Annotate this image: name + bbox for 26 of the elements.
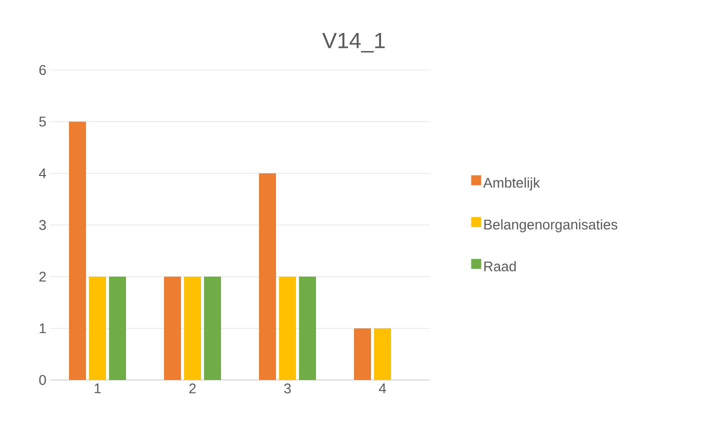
legend-label: Raad bbox=[484, 261, 516, 272]
legend-label: Ambtelijk bbox=[483, 177, 540, 190]
bar bbox=[69, 122, 86, 380]
bar bbox=[109, 276, 126, 380]
x-tick-label: 1 bbox=[94, 384, 101, 394]
bar bbox=[299, 276, 316, 380]
y-tick-label: 1 bbox=[40, 324, 46, 334]
bar bbox=[279, 276, 296, 380]
legend-label: Belangenorganisaties bbox=[484, 219, 618, 232]
y-tick-label: 3 bbox=[39, 220, 46, 230]
bar bbox=[259, 173, 276, 380]
y-tick-label: 0 bbox=[39, 375, 46, 385]
x-tick-label: 4 bbox=[378, 384, 386, 394]
bar bbox=[354, 328, 371, 380]
bar bbox=[89, 276, 106, 380]
x-tick-label: 2 bbox=[189, 384, 196, 394]
y-tick-label: 4 bbox=[39, 168, 46, 178]
bar bbox=[184, 276, 202, 380]
chart-title: V14_1 bbox=[322, 32, 385, 52]
x-tick-label: 3 bbox=[284, 384, 291, 394]
y-tick-label: 5 bbox=[39, 116, 46, 127]
bar bbox=[164, 276, 182, 380]
y-tick-label: 2 bbox=[39, 272, 46, 282]
y-tick-label: 6 bbox=[39, 65, 46, 75]
bar bbox=[204, 276, 222, 380]
bar bbox=[374, 328, 391, 380]
